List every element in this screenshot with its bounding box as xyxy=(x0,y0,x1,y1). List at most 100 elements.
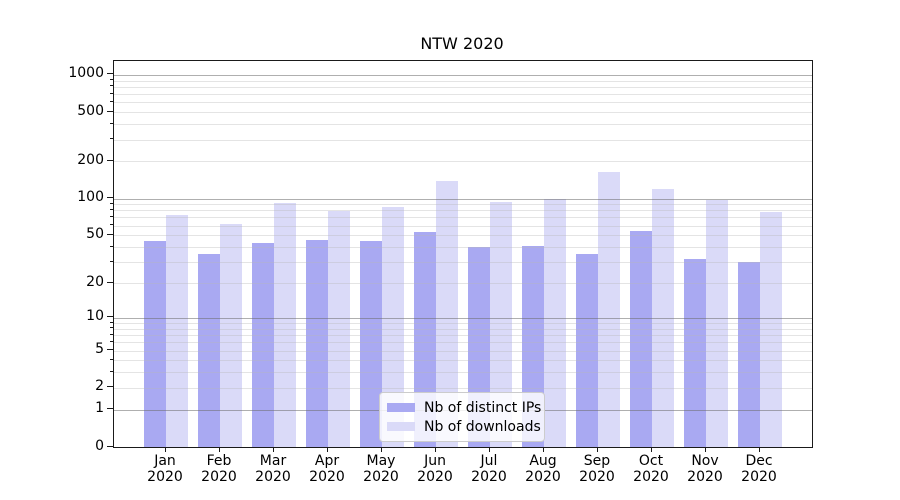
y-tick-mark xyxy=(107,73,113,75)
bar-downloads xyxy=(382,207,404,447)
y-minor-tick-mark xyxy=(110,333,113,335)
bar-downloads xyxy=(706,200,728,447)
x-axis-tick-label: Jul 2020 xyxy=(459,453,519,485)
bar-distinct-ips xyxy=(360,240,382,447)
y-minor-tick-mark xyxy=(110,202,113,204)
gridline-minor xyxy=(114,342,812,344)
x-tick-year: 2020 xyxy=(309,469,345,485)
y-minor-tick-mark xyxy=(110,224,113,226)
gridline-minor xyxy=(114,139,812,141)
gridline-major xyxy=(114,74,812,76)
gridline-minor xyxy=(114,217,812,219)
chart-title: NTW 2020 xyxy=(420,34,504,53)
y-minor-tick-mark xyxy=(110,138,113,140)
legend: Nb of distinct IPs Nb of downloads xyxy=(379,392,545,442)
bar-distinct-ips xyxy=(630,231,652,447)
x-tick-year: 2020 xyxy=(741,469,777,485)
gridline-minor xyxy=(114,323,812,324)
x-axis-tick-label: Oct 2020 xyxy=(621,453,681,485)
y-axis-tick-label: 0 xyxy=(95,437,104,454)
x-tick-year: 2020 xyxy=(471,469,507,485)
gridline-major xyxy=(114,198,812,200)
bar-downloads xyxy=(220,223,242,447)
y-tick-mark xyxy=(107,197,113,198)
gridline-minor xyxy=(114,204,812,206)
y-axis-tick-label: 10 xyxy=(86,308,104,325)
bar-downloads xyxy=(598,172,620,447)
gridline-major xyxy=(114,317,812,319)
x-tick-month: Nov xyxy=(691,453,719,469)
gridline-minor xyxy=(114,328,812,330)
y-tick-mark xyxy=(107,408,113,410)
y-minor-tick-mark xyxy=(110,340,113,342)
y-minor-tick-mark xyxy=(110,215,113,217)
y-minor-tick-mark xyxy=(110,85,113,87)
x-axis-tick-label: Feb 2020 xyxy=(189,453,249,485)
x-tick-mark xyxy=(759,447,760,452)
gridline-minor xyxy=(114,80,812,82)
x-tick-year: 2020 xyxy=(201,469,237,485)
bar-distinct-ips xyxy=(684,258,706,447)
legend-item: Nb of distinct IPs xyxy=(380,400,544,416)
x-tick-mark xyxy=(219,447,220,452)
legend-label: Nb of downloads xyxy=(424,418,541,435)
gridline-minor xyxy=(114,161,812,163)
x-tick-month: Feb xyxy=(206,453,232,469)
x-tick-month: Jun xyxy=(424,453,446,469)
x-tick-month: Aug xyxy=(529,453,557,469)
gridline-minor xyxy=(114,247,812,248)
x-tick-year: 2020 xyxy=(255,469,291,485)
gridline-minor xyxy=(114,112,812,114)
y-axis-tick-label: 20 xyxy=(86,273,104,290)
bar-downloads xyxy=(436,180,458,447)
x-tick-mark xyxy=(705,447,706,452)
y-minor-tick-mark xyxy=(110,358,113,360)
x-tick-month: Oct xyxy=(638,453,664,469)
x-tick-year: 2020 xyxy=(633,469,669,485)
y-minor-tick-mark xyxy=(110,233,113,235)
bar-downloads xyxy=(166,214,188,447)
y-minor-tick-mark xyxy=(110,321,113,323)
x-tick-mark xyxy=(651,447,652,452)
y-axis-tick-label: 5 xyxy=(95,341,104,357)
x-tick-mark xyxy=(597,447,598,452)
gridline-minor xyxy=(114,124,812,126)
x-tick-year: 2020 xyxy=(687,469,723,485)
gridline-minor xyxy=(114,283,812,284)
y-minor-tick-mark xyxy=(110,281,113,283)
x-tick-mark xyxy=(327,447,328,452)
x-tick-year: 2020 xyxy=(363,469,399,485)
bar-distinct-ips xyxy=(144,240,166,447)
x-tick-mark xyxy=(489,447,490,452)
bar-distinct-ips xyxy=(576,254,598,447)
x-tick-month: Mar xyxy=(259,453,287,469)
x-axis-tick-label: Apr 2020 xyxy=(297,453,357,485)
y-minor-tick-mark xyxy=(110,349,113,350)
y-axis-tick-label: 1000 xyxy=(68,65,104,82)
x-tick-month: Apr xyxy=(314,453,340,469)
x-tick-year: 2020 xyxy=(417,469,453,485)
y-axis-tick-label: 100 xyxy=(77,189,104,205)
x-axis-tick-label: Nov 2020 xyxy=(675,453,735,485)
bar-downloads xyxy=(760,211,782,447)
x-axis-tick-label: Jan 2020 xyxy=(135,453,195,485)
bar-downloads xyxy=(544,198,566,447)
y-minor-tick-mark xyxy=(110,100,113,102)
x-tick-mark xyxy=(165,447,166,452)
y-minor-tick-mark xyxy=(110,260,113,262)
y-minor-tick-mark xyxy=(110,370,113,372)
x-axis-tick-label: Sep 2020 xyxy=(567,453,627,485)
bar-distinct-ips xyxy=(738,262,760,447)
gridline-minor xyxy=(114,350,812,352)
x-tick-month: Sep xyxy=(583,453,611,469)
x-tick-mark xyxy=(381,447,382,452)
y-minor-tick-mark xyxy=(110,327,113,329)
x-tick-month: May xyxy=(366,453,396,469)
y-minor-tick-mark xyxy=(110,245,113,247)
y-minor-tick-mark xyxy=(110,110,113,112)
x-axis-tick-label: Aug 2020 xyxy=(513,453,573,485)
y-axis-tick-label: 2 xyxy=(95,378,104,395)
gridline-minor xyxy=(114,210,812,212)
y-axis-tick-label: 50 xyxy=(86,225,104,242)
